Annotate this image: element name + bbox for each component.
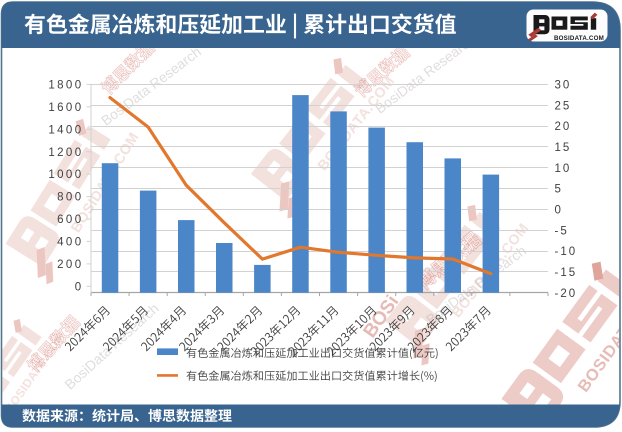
svg-text:200: 200 bbox=[57, 259, 83, 271]
svg-text:-10: -10 bbox=[555, 246, 578, 258]
svg-text:1800: 1800 bbox=[48, 80, 83, 92]
svg-text:-15: -15 bbox=[555, 267, 578, 279]
svg-text:BOSIDATA.COM: BOSIDATA.COM bbox=[554, 35, 604, 42]
svg-text:0: 0 bbox=[75, 281, 84, 293]
svg-text:10: 10 bbox=[555, 163, 572, 175]
svg-text:25: 25 bbox=[555, 100, 572, 112]
svg-text:15: 15 bbox=[555, 142, 572, 154]
svg-text:1200: 1200 bbox=[48, 147, 83, 159]
svg-text:-5: -5 bbox=[555, 225, 569, 237]
svg-text:30: 30 bbox=[555, 80, 572, 92]
svg-text:5: 5 bbox=[555, 184, 563, 196]
svg-text:800: 800 bbox=[57, 192, 83, 204]
svg-text:600: 600 bbox=[57, 214, 83, 226]
svg-text:20: 20 bbox=[555, 121, 572, 133]
svg-text:-20: -20 bbox=[555, 288, 578, 300]
svg-text:0: 0 bbox=[555, 205, 563, 217]
svg-text:1000: 1000 bbox=[48, 169, 83, 181]
svg-text:1600: 1600 bbox=[48, 102, 83, 114]
svg-text:400: 400 bbox=[57, 237, 83, 249]
svg-text:1400: 1400 bbox=[48, 124, 83, 136]
